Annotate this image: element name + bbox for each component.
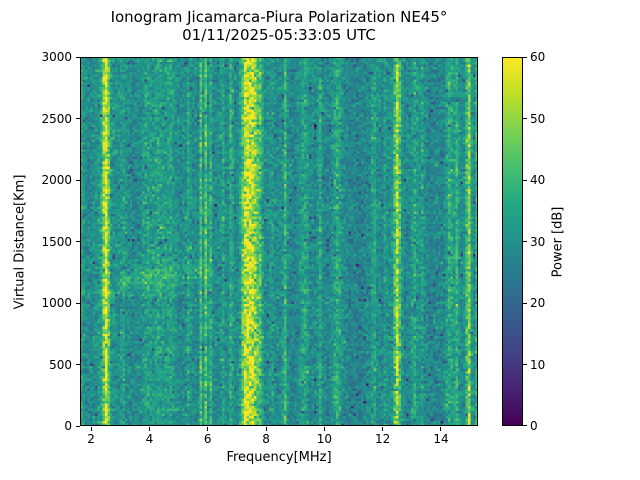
colorbar-tick-mark (523, 424, 527, 426)
y-tick-mark (76, 425, 80, 427)
x-tick-label: 12 (375, 432, 391, 446)
y-tick-mark (76, 118, 80, 119)
chart-subtitle: 01/11/2025-05:33:05 UTC (182, 26, 376, 44)
colorbar-tick-label: 10 (530, 357, 546, 372)
colorbar-tick-mark (523, 118, 527, 119)
chart-title: Ionogram Jicamarca-Piura Polarization NE… (110, 8, 448, 26)
y-tick-label: 2500 (41, 111, 72, 126)
colorbar-tick-label: 20 (530, 296, 546, 310)
y-tick-mark (76, 364, 80, 365)
x-axis-label: Frequency[MHz] (226, 450, 332, 465)
x-tick-mark (382, 427, 384, 431)
x-tick-mark (90, 427, 92, 431)
x-tick-label: 2 (87, 432, 95, 446)
colorbar-tick-label: 30 (530, 234, 546, 249)
x-tick-mark (207, 427, 209, 431)
colorbar-tick-label: 0 (530, 419, 538, 433)
colorbar-tick-mark (523, 302, 527, 304)
y-tick-label: 1000 (41, 296, 72, 310)
y-tick-mark (76, 241, 80, 242)
title-block: Ionogram Jicamarca-Piura Polarization NE… (80, 8, 478, 44)
y-tick-label: 0 (64, 419, 72, 433)
x-tick-mark (148, 427, 150, 431)
x-tick-mark (440, 427, 442, 431)
ionogram-heatmap (80, 57, 478, 426)
y-tick-label: 3000 (41, 50, 72, 64)
y-tick-label: 2000 (41, 173, 72, 187)
y-tick-mark (76, 179, 80, 181)
colorbar-tick-label: 60 (530, 50, 546, 64)
x-tick-label: 14 (433, 432, 449, 446)
x-tick-label: 6 (203, 432, 212, 446)
colorbar-tick-label: 50 (530, 111, 546, 126)
colorbar-tick-mark (523, 241, 527, 242)
x-tick-label: 8 (262, 432, 270, 446)
x-tick-label: 10 (316, 432, 332, 446)
colorbar-tick-mark (523, 56, 527, 58)
y-tick-mark (76, 56, 80, 58)
x-tick-label: 4 (145, 432, 154, 446)
x-tick-mark (265, 427, 267, 431)
x-tick-mark (323, 427, 325, 431)
colorbar-tick-mark (523, 179, 527, 181)
colorbar (502, 57, 523, 426)
y-tick-label: 500 (49, 357, 72, 372)
y-axis-label: Virtual Distance[Km] (12, 174, 28, 310)
colorbar-tick-label: 40 (530, 173, 546, 187)
colorbar-label: Power [dB] (550, 206, 566, 278)
colorbar-tick-mark (523, 364, 527, 365)
plot-area (80, 57, 478, 426)
y-tick-mark (76, 302, 80, 304)
y-tick-label: 1500 (41, 234, 72, 249)
